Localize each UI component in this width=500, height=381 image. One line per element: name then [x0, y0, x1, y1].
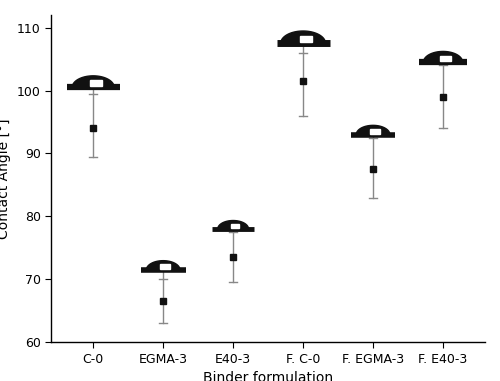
X-axis label: Binder formulation: Binder formulation — [203, 371, 333, 381]
Polygon shape — [424, 51, 463, 62]
Bar — [160, 264, 170, 269]
Bar — [300, 36, 312, 42]
Polygon shape — [356, 125, 390, 134]
Bar — [440, 56, 451, 61]
Y-axis label: Contact Angle [°]: Contact Angle [°] — [0, 118, 12, 239]
Bar — [230, 224, 239, 228]
Polygon shape — [218, 221, 248, 229]
Polygon shape — [72, 76, 114, 87]
Polygon shape — [146, 261, 180, 270]
Bar — [90, 80, 102, 86]
Polygon shape — [280, 31, 326, 43]
Bar — [370, 129, 380, 134]
